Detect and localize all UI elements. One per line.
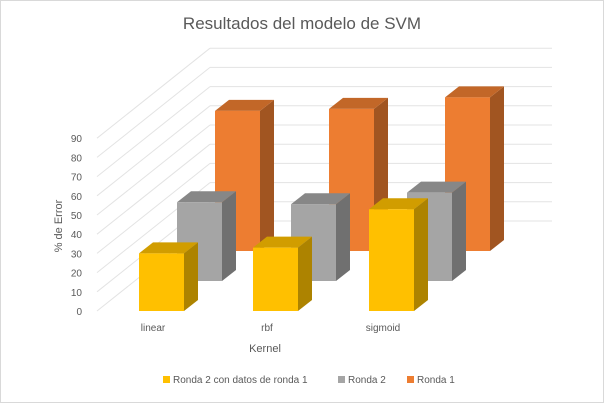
x-tick-label-rbf: rbf bbox=[261, 323, 273, 334]
legend-item-1: Ronda 2 con datos de ronda 1 bbox=[163, 375, 308, 386]
y-tick-label: 0 bbox=[76, 307, 82, 318]
legend-item-2: Ronda 2 bbox=[338, 375, 386, 386]
legend-swatch bbox=[407, 376, 414, 383]
chart-title: Resultados del modelo de SVM bbox=[183, 14, 421, 33]
y-tick-label: 10 bbox=[71, 288, 83, 299]
legend-label: Ronda 2 bbox=[348, 375, 386, 386]
legend-swatch bbox=[163, 376, 170, 383]
y-tick-label: 60 bbox=[71, 192, 83, 203]
y-tick-label: 30 bbox=[71, 249, 83, 260]
y-tick-label: 50 bbox=[71, 211, 83, 222]
x-tick-label-linear: linear bbox=[141, 323, 166, 334]
legend-label: Ronda 2 con datos de ronda 1 bbox=[173, 375, 308, 386]
y-axis-title: % de Error bbox=[53, 199, 65, 252]
x-tick-label-sigmoid: sigmoid bbox=[366, 323, 400, 334]
x-axis-ticks: linear rbf sigmoid bbox=[141, 323, 400, 334]
bars bbox=[139, 86, 504, 311]
y-tick-label: 90 bbox=[71, 134, 83, 145]
y-tick-label: 80 bbox=[71, 153, 83, 164]
y-axis-ticks: 0 10 20 30 40 50 60 70 80 90 bbox=[71, 134, 83, 318]
x-axis-title: Kernel bbox=[249, 343, 281, 355]
bar-rbf-series-1 bbox=[253, 236, 312, 311]
legend-item-3: Ronda 1 bbox=[407, 375, 455, 386]
y-tick-label: 40 bbox=[71, 230, 83, 241]
legend: Ronda 2 con datos de ronda 1 Ronda 2 Ronda… bbox=[163, 375, 455, 386]
legend-label: Ronda 1 bbox=[417, 375, 455, 386]
legend-swatch bbox=[338, 376, 345, 383]
y-tick-label: 20 bbox=[71, 269, 83, 280]
bar-sigmoid-series-1 bbox=[369, 198, 428, 311]
y-tick-label: 70 bbox=[71, 173, 83, 184]
bar-linear-series-1 bbox=[139, 242, 198, 311]
